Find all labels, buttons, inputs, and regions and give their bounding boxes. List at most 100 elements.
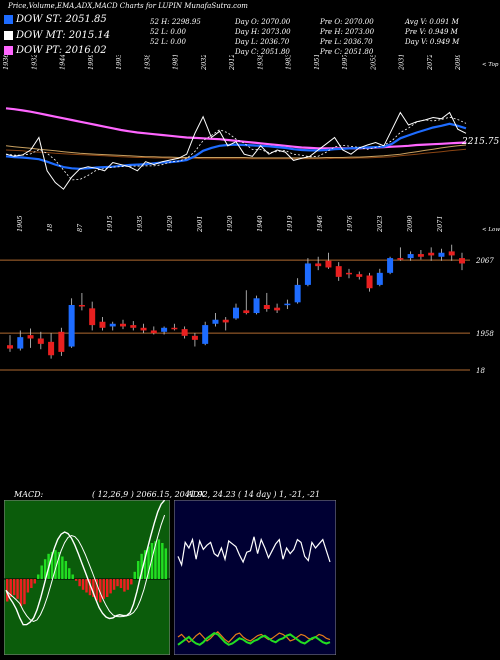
macd-histogram-bar	[92, 579, 95, 597]
candle-body	[17, 337, 24, 349]
adx-line	[177, 536, 331, 567]
macd-histogram-bar	[133, 571, 136, 579]
stat-prev-volume: Pre V: 0.949 M	[405, 28, 458, 36]
candle-body	[387, 258, 394, 273]
macd-histogram-bar	[95, 579, 99, 601]
macd-histogram-bar	[157, 539, 161, 579]
stat-prev-high: Pre H: 2073.00	[320, 28, 375, 36]
macd-histogram-bar	[154, 541, 157, 579]
ema-line-tan	[5, 144, 467, 159]
macd-histogram-bar	[19, 579, 23, 606]
macd-histogram-bar	[161, 543, 164, 579]
stat-prev-low: Pre L: 2036.70	[320, 38, 373, 46]
dow-mt-swatch	[4, 31, 13, 40]
candle-body	[263, 305, 270, 310]
bottom-value-label: 1905	[16, 215, 24, 232]
close-line	[5, 111, 467, 190]
top-value-label: 1936	[2, 55, 10, 70]
candle-body	[7, 345, 13, 349]
candle-body	[48, 341, 55, 356]
candle-body	[397, 258, 404, 260]
candle-body	[284, 303, 291, 306]
macd-histogram-bar	[43, 559, 47, 579]
macd-histogram-bar	[74, 579, 78, 581]
di-minus-line	[177, 631, 331, 643]
macd-histogram-bar	[116, 579, 119, 587]
dow-st-swatch	[4, 15, 13, 24]
macd-histogram-bar	[64, 561, 68, 579]
stat-52h: 52 H: 2298.95	[150, 18, 201, 26]
macd-histogram-bar	[23, 579, 26, 605]
candle-body	[294, 284, 301, 303]
macd-histogram-bar	[30, 579, 33, 588]
top-value-label: 1993	[115, 55, 123, 70]
bottom-value-label: 2090	[406, 215, 414, 233]
macd-title: MACD:	[14, 490, 44, 499]
candle-body	[222, 319, 229, 323]
macd-signal-line	[5, 514, 166, 623]
bottom-value-label: 1976	[346, 215, 354, 232]
bottom-value-label: 1935	[136, 215, 144, 232]
top-value-label: 2099	[454, 55, 462, 71]
candle-body	[315, 263, 322, 267]
macd-histogram-bar	[50, 552, 54, 579]
macd-histogram-bar	[126, 579, 130, 590]
dow-pt-label: DOW PT: 2016.02	[16, 45, 107, 56]
macd-histogram-bar	[78, 579, 81, 587]
dow-mt-label: DOW MT: 2015.14	[16, 30, 111, 41]
candle-body	[407, 254, 414, 259]
price-level-label: 2067	[475, 257, 494, 265]
top-value-label: 2031	[398, 55, 406, 71]
macd-histogram-bar	[71, 574, 74, 579]
price-ema-chart: 1936 1932 1944 1999 1993 1938 1981 2032 2012 1938…	[0, 55, 500, 375]
macd-histogram-bar	[150, 543, 154, 579]
candle-body	[130, 325, 137, 328]
macd-histogram-bar	[143, 550, 147, 579]
candle-body	[150, 330, 157, 334]
macd-histogram-bar	[61, 556, 64, 579]
bottom-value-label: 87	[76, 223, 84, 232]
candle-body	[274, 307, 281, 311]
candle-body	[212, 319, 219, 324]
macd-histogram-bar	[112, 579, 116, 590]
top-value-label: 1983	[285, 55, 293, 70]
macd-histogram-bar	[68, 568, 71, 579]
top-value-label: 1999	[87, 55, 95, 70]
stat-prev-close: Pre C: 2051.80	[320, 48, 374, 56]
candle-body	[58, 331, 65, 352]
macd-histogram-bar	[102, 579, 105, 599]
candle-body	[448, 251, 455, 256]
macd-histogram-bar	[16, 579, 19, 599]
ema-price-label: 2215.75	[461, 137, 499, 147]
candle-body	[233, 307, 239, 319]
bottom-value-label: 2023	[376, 215, 384, 233]
candle-body	[78, 305, 85, 307]
chart-header-title: Price,Volume,EMA,ADX,MACD Charts for LUP…	[8, 2, 248, 10]
macd-line	[5, 500, 166, 626]
macd-histogram-bar	[99, 579, 102, 603]
candle-body	[376, 272, 383, 285]
candle-body	[161, 327, 168, 332]
candle-body	[89, 308, 96, 326]
candle-body	[202, 325, 209, 344]
macd-histogram-bar	[57, 552, 61, 579]
top-value-label: 2072	[426, 55, 434, 71]
macd-histogram-bar	[119, 579, 123, 588]
bottom-value-label: 1919	[286, 215, 294, 232]
candle-body	[27, 335, 34, 339]
macd-histogram-bar	[12, 579, 16, 596]
macd-histogram-bar	[109, 579, 112, 594]
close-smooth-line	[5, 116, 467, 181]
candle-body	[428, 252, 435, 256]
macd-histogram-bar	[54, 550, 57, 579]
top-value-label: 1938	[143, 55, 151, 70]
price-level-label: 18	[476, 367, 485, 375]
price-level-label: 1958	[476, 330, 494, 338]
candle-body	[243, 310, 250, 314]
candle-body	[37, 338, 44, 344]
candle-body	[140, 327, 147, 331]
macd-histogram-bar	[6, 579, 9, 602]
bottom-value-label: 2071	[436, 215, 444, 233]
stat-day-volume: Day V: 0.949 M	[405, 38, 460, 46]
macd-histogram-bar	[140, 553, 143, 579]
